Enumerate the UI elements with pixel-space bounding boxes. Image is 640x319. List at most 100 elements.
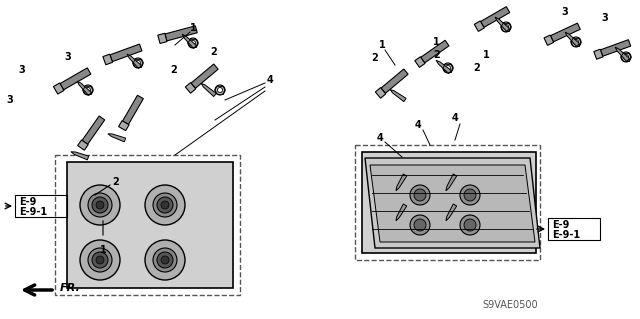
Circle shape — [96, 256, 104, 264]
Text: 3: 3 — [562, 7, 568, 17]
Circle shape — [218, 87, 223, 93]
Polygon shape — [186, 83, 196, 93]
Polygon shape — [123, 95, 143, 124]
Polygon shape — [77, 81, 92, 95]
Text: 2: 2 — [433, 50, 440, 60]
Polygon shape — [544, 35, 554, 45]
Polygon shape — [158, 33, 167, 43]
Polygon shape — [127, 54, 141, 68]
Bar — [15, 195, 67, 217]
Circle shape — [571, 37, 581, 47]
Polygon shape — [550, 23, 580, 42]
Polygon shape — [108, 134, 125, 142]
Text: 3: 3 — [6, 95, 13, 105]
Circle shape — [188, 38, 198, 48]
Polygon shape — [420, 40, 449, 63]
Polygon shape — [53, 83, 64, 94]
Circle shape — [157, 197, 173, 213]
Circle shape — [504, 25, 509, 29]
Circle shape — [157, 252, 173, 268]
Circle shape — [501, 22, 511, 32]
Text: 4: 4 — [452, 113, 458, 123]
Circle shape — [191, 41, 195, 46]
Text: E-9-1: E-9-1 — [19, 207, 47, 217]
Text: 1: 1 — [433, 37, 440, 47]
Polygon shape — [370, 165, 535, 242]
Circle shape — [88, 193, 112, 217]
Bar — [55, 155, 240, 295]
Text: 2: 2 — [473, 63, 480, 73]
Polygon shape — [436, 60, 451, 74]
Text: E-9: E-9 — [552, 220, 570, 230]
Polygon shape — [182, 34, 196, 48]
Polygon shape — [118, 121, 129, 131]
Circle shape — [460, 215, 480, 235]
Bar — [355, 145, 540, 260]
Polygon shape — [60, 68, 91, 90]
Circle shape — [464, 219, 476, 231]
Circle shape — [161, 256, 169, 264]
Circle shape — [153, 193, 177, 217]
Circle shape — [88, 248, 112, 272]
Polygon shape — [77, 140, 88, 150]
Bar — [67, 162, 233, 288]
Circle shape — [464, 189, 476, 201]
Circle shape — [92, 197, 108, 213]
Text: 4: 4 — [415, 120, 421, 130]
Circle shape — [80, 185, 120, 225]
Text: S9VAE0500: S9VAE0500 — [482, 300, 538, 310]
Circle shape — [136, 61, 141, 65]
Text: 2: 2 — [170, 65, 177, 75]
Circle shape — [145, 240, 185, 280]
Polygon shape — [103, 54, 113, 65]
Circle shape — [145, 185, 185, 225]
Circle shape — [96, 201, 104, 209]
Circle shape — [623, 55, 628, 60]
Polygon shape — [381, 69, 408, 93]
Polygon shape — [594, 49, 603, 59]
Polygon shape — [495, 17, 509, 31]
Circle shape — [86, 87, 90, 93]
Circle shape — [460, 185, 480, 205]
Circle shape — [83, 85, 93, 95]
Polygon shape — [365, 158, 540, 248]
Text: FR.: FR. — [60, 283, 81, 293]
Polygon shape — [565, 32, 579, 46]
Text: 3: 3 — [19, 65, 26, 75]
Text: 3: 3 — [602, 13, 609, 23]
Circle shape — [414, 219, 426, 231]
Text: 1: 1 — [379, 40, 385, 50]
Circle shape — [153, 248, 177, 272]
Polygon shape — [446, 204, 457, 221]
Polygon shape — [396, 174, 407, 191]
Polygon shape — [615, 47, 629, 62]
Text: 1: 1 — [483, 50, 490, 60]
Circle shape — [445, 65, 451, 70]
Polygon shape — [446, 174, 457, 191]
Text: E-9: E-9 — [19, 197, 36, 207]
Polygon shape — [165, 26, 197, 41]
Polygon shape — [71, 152, 89, 160]
Text: 3: 3 — [65, 52, 72, 62]
Circle shape — [410, 185, 430, 205]
Polygon shape — [474, 21, 484, 31]
Circle shape — [92, 252, 108, 268]
Circle shape — [414, 189, 426, 201]
Text: 4: 4 — [267, 75, 273, 85]
Polygon shape — [110, 44, 142, 62]
Circle shape — [443, 63, 453, 73]
Text: 1: 1 — [189, 23, 196, 33]
Circle shape — [80, 240, 120, 280]
Polygon shape — [191, 64, 218, 88]
Polygon shape — [396, 204, 407, 221]
Text: 2: 2 — [210, 47, 217, 57]
Circle shape — [215, 85, 225, 95]
Circle shape — [410, 215, 430, 235]
Circle shape — [621, 52, 631, 62]
Bar — [362, 152, 536, 253]
Polygon shape — [600, 40, 631, 56]
Text: 2: 2 — [371, 53, 378, 63]
Polygon shape — [201, 83, 216, 97]
Polygon shape — [415, 57, 425, 67]
Text: 2: 2 — [112, 177, 119, 187]
